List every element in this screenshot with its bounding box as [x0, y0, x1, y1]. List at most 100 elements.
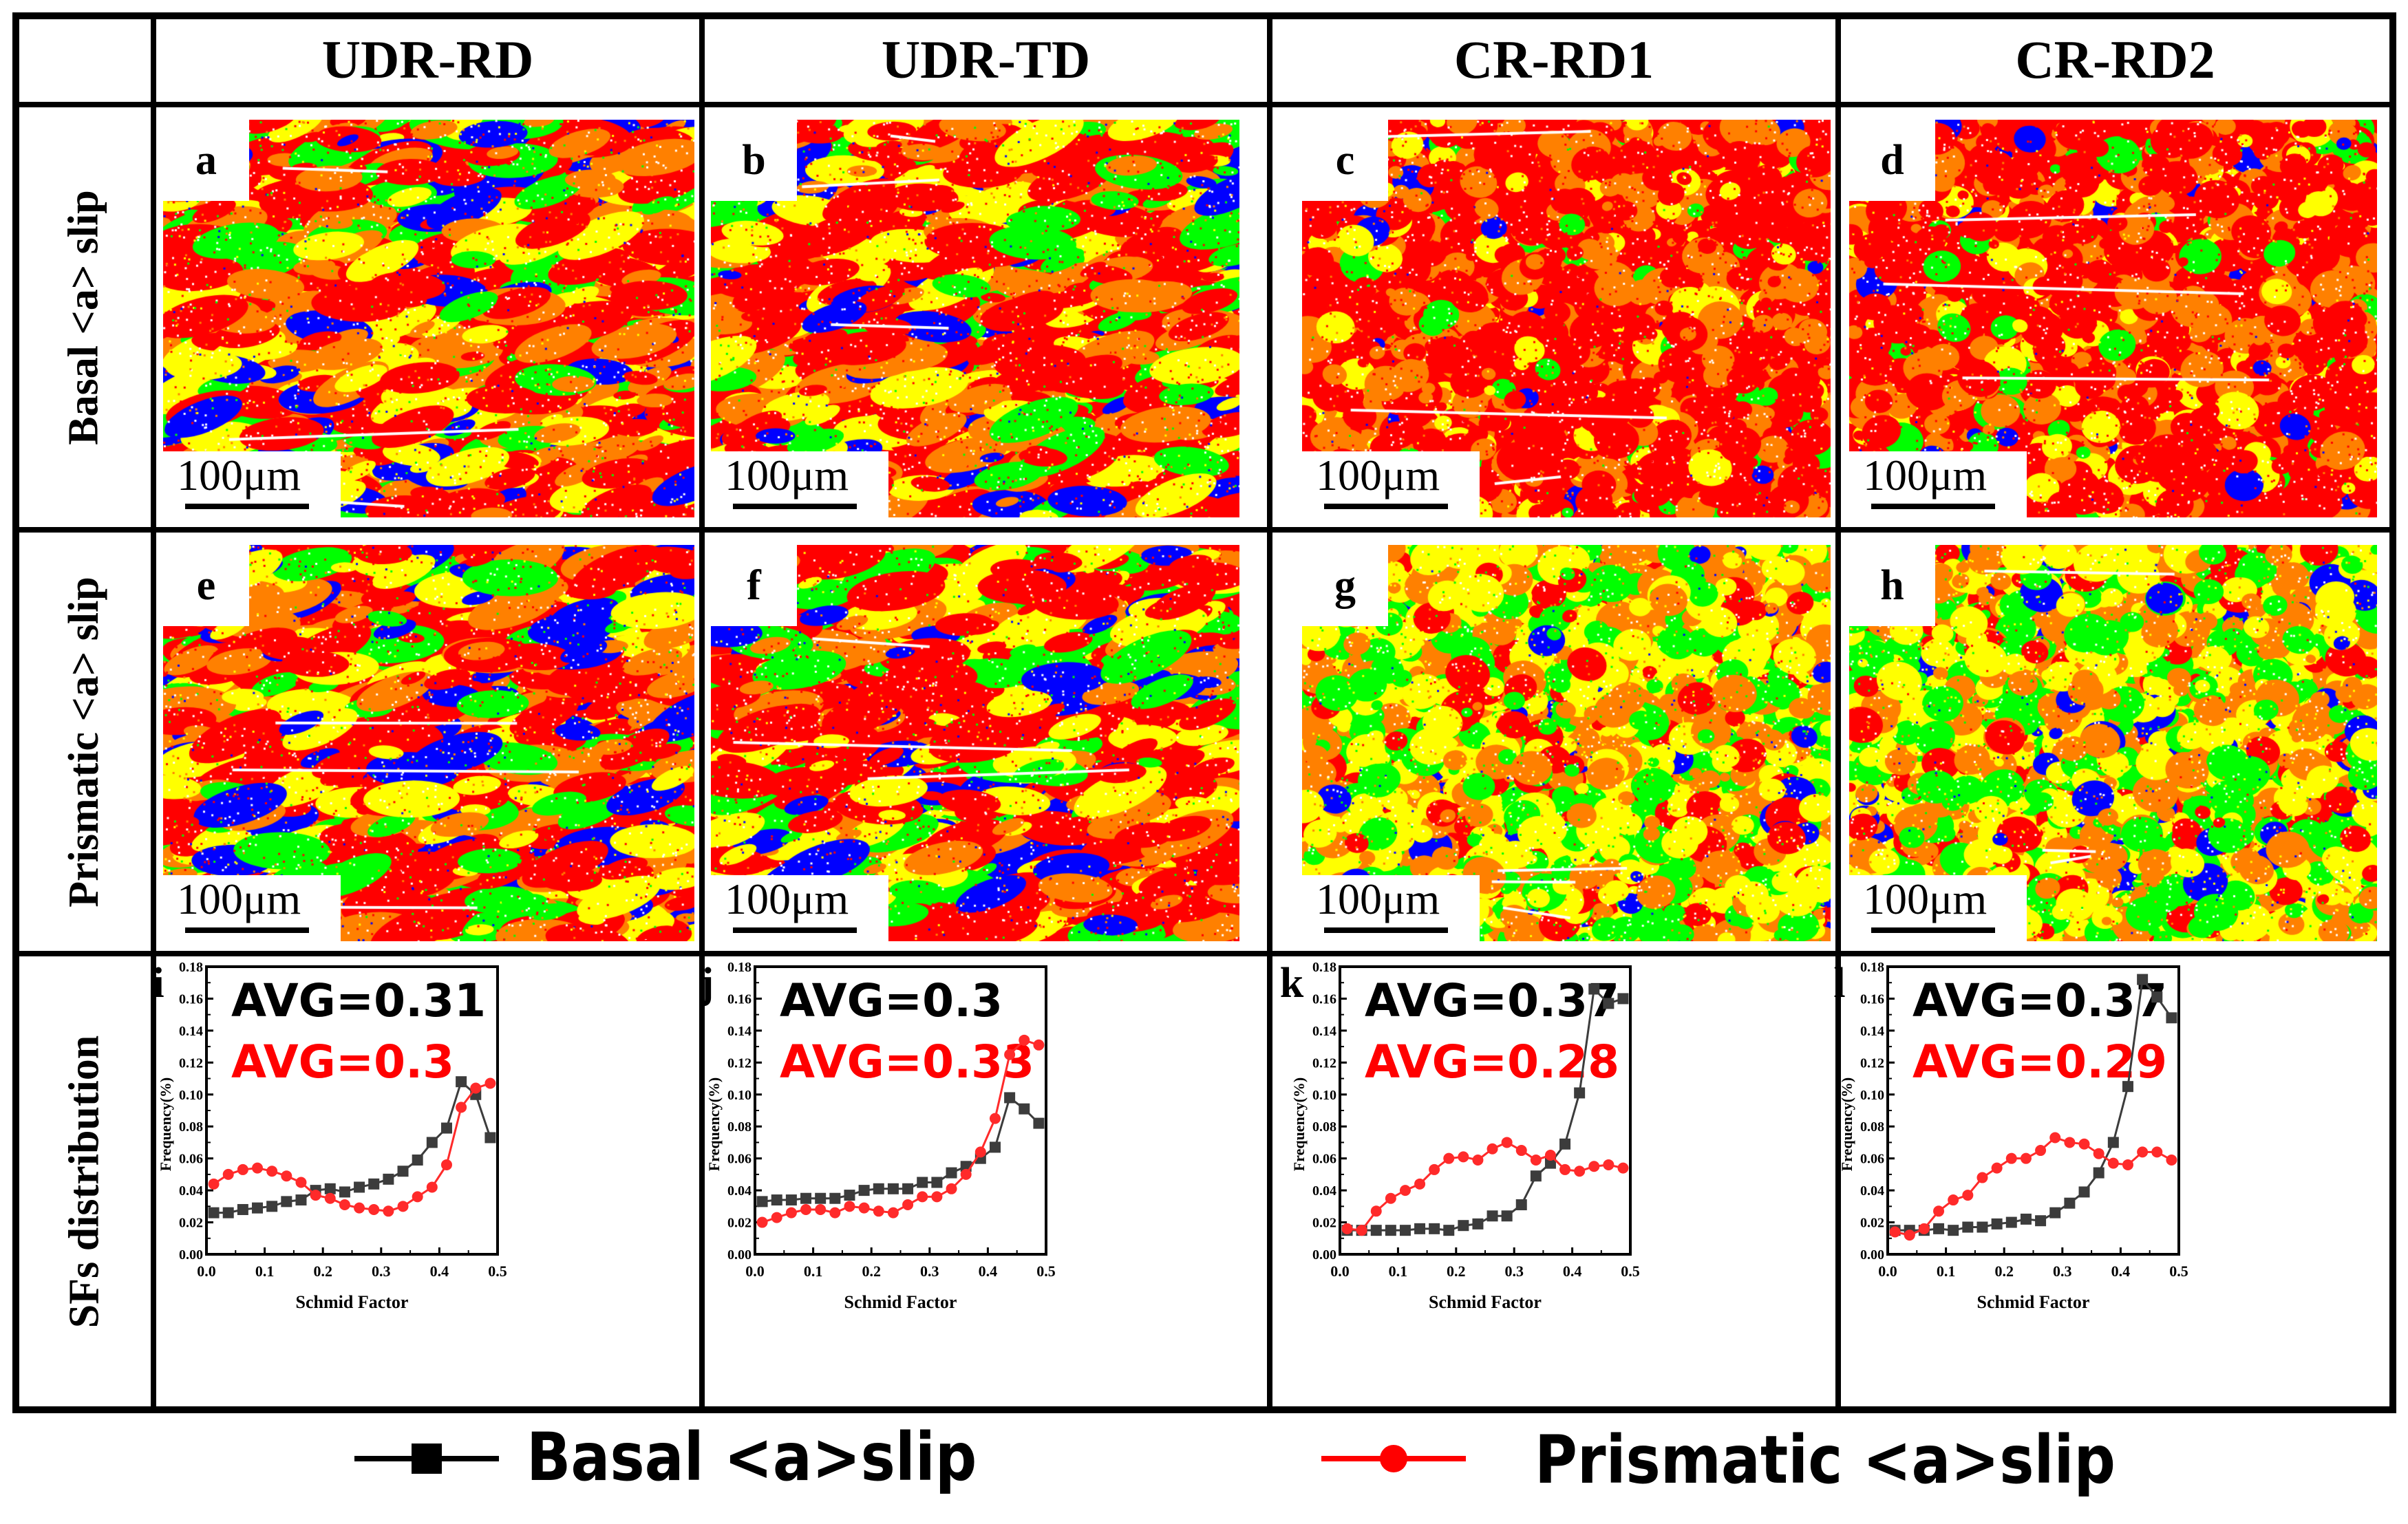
prismatic-data-point — [2049, 1132, 2061, 1144]
prismatic-data-point — [354, 1202, 365, 1214]
prismatic-data-point — [208, 1178, 220, 1190]
legend-prismatic-circle-marker — [1380, 1445, 1407, 1472]
column-divider — [699, 12, 705, 1413]
avg-basal-label: AVG=0.37 — [1912, 974, 2167, 1027]
legend — [354, 1443, 1466, 1474]
y-tick-label: 0.08 — [1312, 1119, 1336, 1135]
basal-data-point — [873, 1183, 884, 1194]
prismatic-data-point — [1962, 1190, 1974, 1201]
avg-basal-label: AVG=0.37 — [1365, 974, 1619, 1027]
basal-data-point — [1487, 1210, 1498, 1222]
y-tick-label: 0.02 — [1312, 1216, 1336, 1231]
row-divider — [12, 527, 2396, 533]
prismatic-data-point — [266, 1166, 278, 1177]
x-tick-label: 0.3 — [2053, 1263, 2072, 1280]
panel-label: k — [1280, 960, 1304, 1007]
y-tick-label: 0.06 — [1860, 1152, 1884, 1167]
chart-l: 0.00 0.02 0.04 0.06 0.08 0.10 0.12 0.14 0.16 0.18… — [1833, 960, 2188, 1312]
x-tick-label: 0.4 — [2111, 1263, 2131, 1280]
basal-data-point — [1399, 1225, 1411, 1236]
scale-bar-label: 100μm — [1316, 874, 1440, 923]
prismatic-data-point — [339, 1199, 350, 1211]
y-tick-label: 0.16 — [179, 991, 203, 1007]
basal-data-point — [1443, 1225, 1455, 1236]
prismatic-data-point — [1487, 1143, 1498, 1155]
y-axis-title: Frequency(%) — [705, 1077, 723, 1171]
x-axis-title: Schmid Factor — [1977, 1292, 2090, 1312]
scale-bar-label: 100μm — [725, 451, 849, 500]
basal-data-point — [426, 1137, 438, 1148]
avg-prismatic-label: AVG=0.29 — [1912, 1035, 2167, 1088]
scale-bar-line — [1324, 927, 1448, 933]
schmid-factor-map-image — [163, 120, 694, 517]
y-tick-label: 0.16 — [727, 991, 752, 1007]
y-tick-label: 0.18 — [1860, 960, 1884, 975]
basal-data-point — [354, 1181, 365, 1193]
prismatic-data-point — [1918, 1223, 1930, 1234]
scale-bar-line — [733, 927, 857, 933]
prismatic-data-point — [470, 1082, 482, 1094]
basal-data-point — [800, 1192, 812, 1204]
row-divider — [12, 102, 2396, 107]
prismatic-data-point — [281, 1170, 292, 1182]
basal-data-point — [917, 1177, 928, 1188]
basal-data-point — [1458, 1220, 1469, 1232]
prismatic-data-point — [1399, 1185, 1411, 1196]
y-tick-label: 0.08 — [1860, 1119, 1884, 1135]
panel-label: a — [163, 120, 249, 201]
prismatic-data-point — [1501, 1137, 1513, 1148]
prismatic-data-point — [2078, 1138, 2090, 1150]
basal-data-point — [1019, 1103, 1030, 1115]
y-tick-label: 0.00 — [727, 1247, 752, 1263]
basal-data-point — [484, 1132, 496, 1144]
column-header-cr-rd1: CR-RD1 — [1453, 30, 1654, 89]
x-axis-title: Schmid Factor — [296, 1292, 409, 1312]
x-tick-label: 0.3 — [1504, 1263, 1524, 1280]
prismatic-data-point — [1530, 1154, 1542, 1166]
basal-data-point — [1977, 1221, 1988, 1233]
prismatic-data-point — [844, 1201, 855, 1212]
prismatic-data-point — [2166, 1154, 2177, 1166]
scale-bar-line — [185, 504, 309, 509]
avg-prismatic-label: AVG=0.3 — [231, 1035, 454, 1088]
prismatic-data-point — [2064, 1137, 2076, 1148]
basal-data-point — [2166, 1012, 2177, 1024]
x-tick-label: 0.1 — [804, 1263, 823, 1280]
basal-data-point — [1472, 1218, 1484, 1230]
scale-bar: 100μm — [711, 451, 888, 517]
prismatic-data-point — [1904, 1230, 1915, 1241]
y-tick-label: 0.00 — [179, 1247, 203, 1263]
panel-label: i — [152, 960, 164, 1007]
basal-data-point — [2049, 1207, 2061, 1219]
prismatic-data-point — [1356, 1225, 1367, 1236]
x-tick-label: 0.0 — [745, 1263, 765, 1280]
prismatic-data-point — [873, 1205, 884, 1217]
prismatic-data-point — [785, 1207, 797, 1219]
avg-prismatic-label: AVG=0.33 — [780, 1035, 1034, 1088]
x-tick-label: 0.5 — [488, 1263, 507, 1280]
basal-data-point — [1617, 993, 1629, 1005]
x-tick-label: 0.1 — [1937, 1263, 1956, 1280]
ebsd-map-b: b 100μm — [711, 120, 1239, 517]
column-header-udr-td: UDR-TD — [881, 30, 1091, 89]
basal-data-point — [1414, 1223, 1426, 1234]
panel-label: l — [1833, 960, 1845, 1007]
y-tick-label: 0.18 — [727, 960, 752, 975]
prismatic-data-point — [412, 1191, 423, 1203]
x-tick-label: 0.0 — [1878, 1263, 1897, 1280]
x-tick-label: 0.4 — [1563, 1263, 1582, 1280]
basal-data-point — [1515, 1199, 1527, 1211]
x-tick-label: 0.5 — [2169, 1263, 2188, 1280]
y-tick-label: 0.18 — [1312, 960, 1336, 975]
prismatic-data-point — [1341, 1223, 1353, 1234]
y-tick-label: 0.02 — [179, 1216, 203, 1231]
prismatic-data-point — [383, 1205, 394, 1217]
prismatic-data-point — [222, 1168, 234, 1180]
y-tick-label: 0.12 — [1312, 1055, 1336, 1071]
prismatic-data-point — [931, 1191, 943, 1203]
schmid-factor-map-image — [711, 120, 1239, 517]
prismatic-data-point — [756, 1216, 768, 1228]
prismatic-data-point — [800, 1203, 812, 1215]
prismatic-data-point — [1414, 1178, 1426, 1190]
